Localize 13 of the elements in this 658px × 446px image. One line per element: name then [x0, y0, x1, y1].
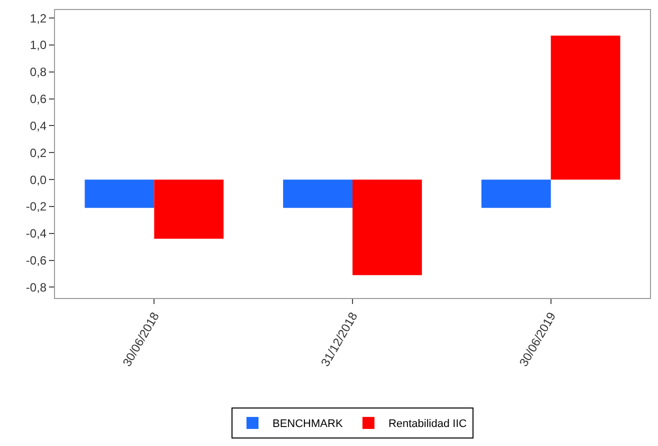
- y-tick-label: 0,8: [30, 65, 47, 80]
- y-tick-label: -0,8: [26, 280, 47, 294]
- y-tick-label: 0,4: [30, 118, 47, 133]
- y-tick-label: 1,0: [30, 38, 47, 52]
- y-tick-label: -0,4: [26, 226, 47, 241]
- y-tick-label: 0,6: [30, 92, 47, 106]
- legend-label: Rentabilidad IIC: [388, 418, 467, 430]
- y-tick-label: 0,0: [30, 172, 47, 187]
- y-tick-label: -0,6: [26, 254, 47, 268]
- y-tick-label: 0,2: [30, 146, 47, 160]
- y-tick-label: 1,2: [30, 11, 47, 26]
- y-tick-label: -0,2: [26, 200, 47, 214]
- legend-label: BENCHMARK: [272, 418, 344, 430]
